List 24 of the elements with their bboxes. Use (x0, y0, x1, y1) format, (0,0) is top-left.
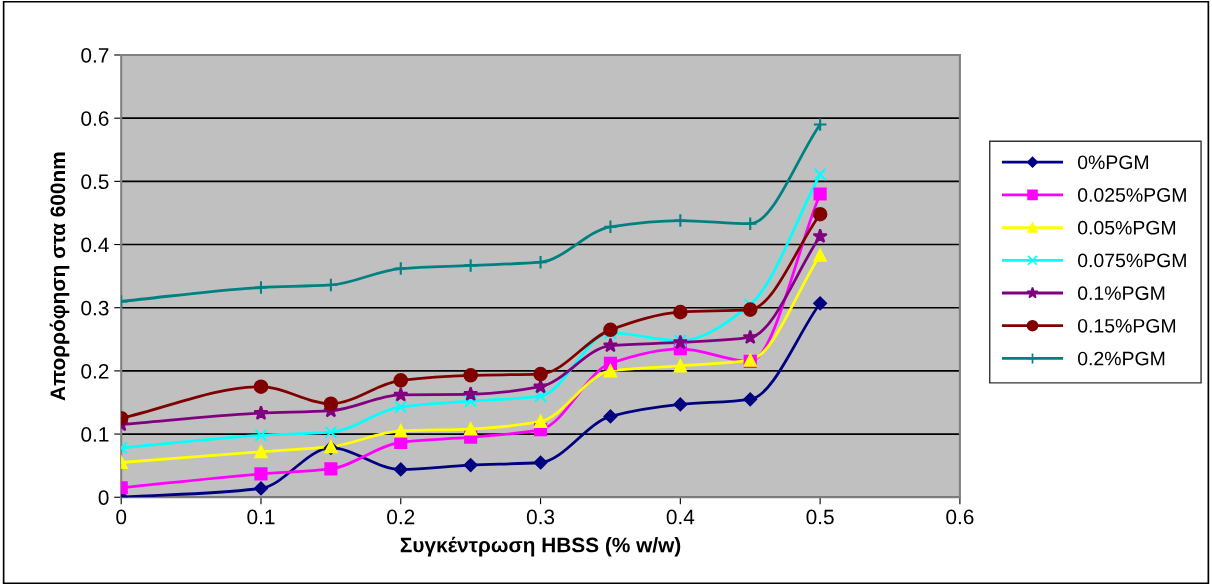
legend-label: 0.1%PGM (1077, 286, 1165, 301)
x-tick-label: 0.6 (946, 509, 974, 525)
y-tick-label: 0.5 (81, 174, 109, 190)
x-tick-label: 0.5 (806, 509, 834, 525)
y-tick-label: 0.7 (81, 47, 109, 63)
y-tick-label: 0.2 (81, 363, 109, 379)
legend-label: 0.15%PGM (1077, 318, 1176, 333)
x-tick-label: 0.3 (526, 509, 555, 525)
y-tick-label: 0 (98, 490, 109, 505)
x-tick-label: 0.4 (666, 509, 695, 525)
x-axis-title: Συγκέντρωση HBSS (% w/w) (400, 536, 681, 557)
legend-label: 0.025%PGM (1077, 188, 1186, 202)
y-tick-label: 0.6 (81, 111, 109, 126)
y-tick-label: 0.1 (81, 427, 109, 442)
legend-label: 0.05%PGM (1077, 220, 1176, 235)
legend-label: 0%PGM (1077, 155, 1149, 170)
y-axis-title: Απορρόφηση στα 600nm (49, 152, 70, 401)
y-tick-label: 0.3 (81, 300, 109, 316)
y-tick-label: 0.4 (81, 237, 109, 253)
x-tick-label: 0.1 (247, 509, 275, 525)
x-tick-label: 0 (116, 509, 127, 525)
legend-label: 0.2%PGM (1077, 351, 1165, 366)
x-tick-label: 0.2 (387, 509, 415, 525)
legend-label: 0.075%PGM (1077, 253, 1186, 268)
